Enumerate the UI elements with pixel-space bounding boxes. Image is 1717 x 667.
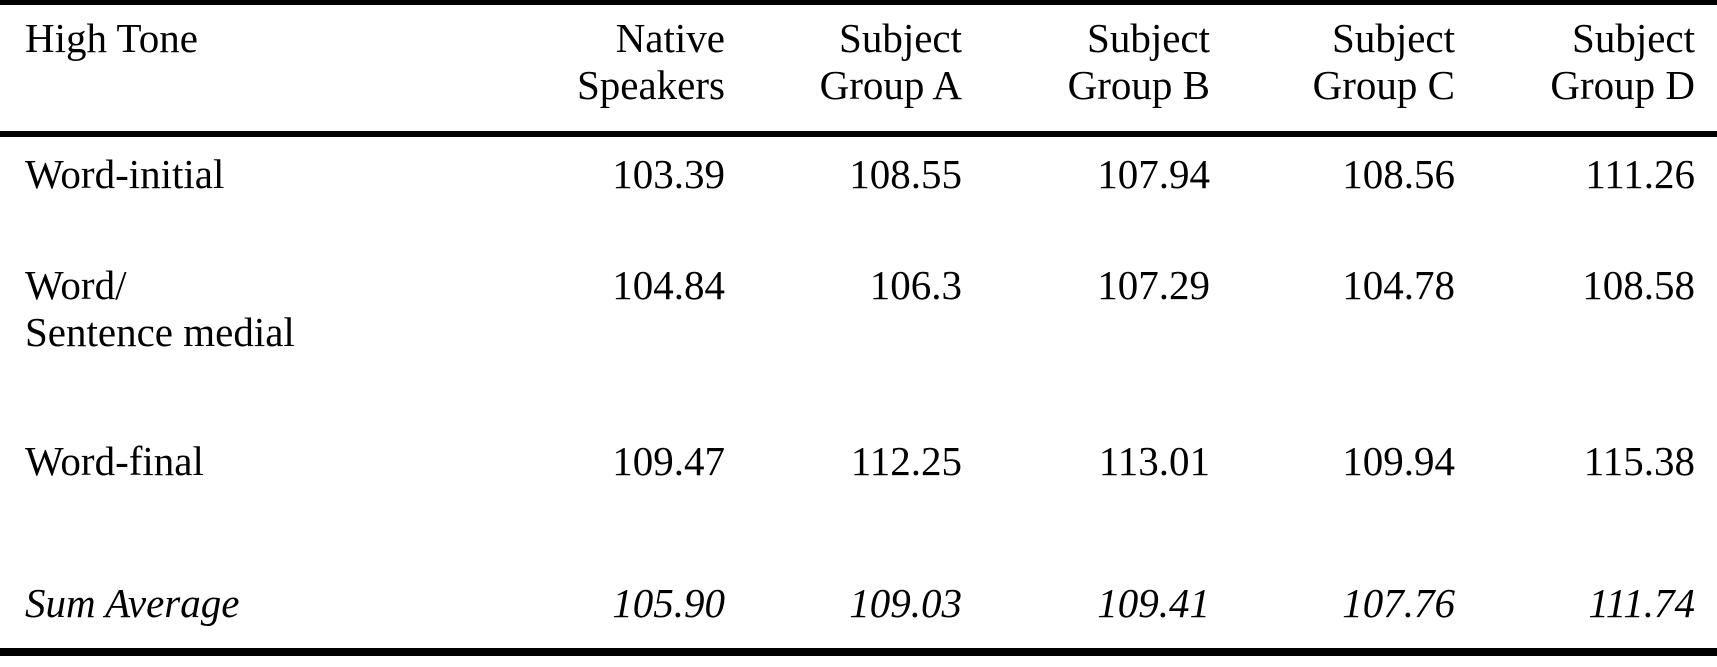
column-header-line2: Group B — [1067, 62, 1210, 108]
data-cell: 107.29 — [1097, 262, 1210, 308]
column-header-line1: Native — [615, 15, 725, 61]
row-label: Sum Average — [25, 580, 240, 626]
data-cell: 115.38 — [1583, 438, 1695, 484]
data-cell: 104.78 — [1342, 262, 1455, 308]
data-cell: 105.90 — [612, 580, 725, 626]
column-header-line1: Subject — [839, 15, 962, 61]
column-header-line2: Group A — [819, 62, 962, 108]
data-cell: 113.01 — [1098, 438, 1210, 484]
column-header-line2: Group D — [1550, 62, 1695, 108]
column-header-subject-group-a: Subject Group A — [730, 3, 975, 135]
data-cell: 109.47 — [612, 438, 725, 484]
table-row-word-initial: Word-initial 103.39 108.55 107.94 108.56… — [0, 134, 1717, 234]
data-cell: 112.25 — [850, 438, 962, 484]
data-cell: 109.03 — [849, 580, 962, 626]
table-row-sum-average: Sum Average 105.90 109.03 109.41 107.76 … — [0, 554, 1717, 652]
data-cell: 111.74 — [1588, 580, 1695, 626]
column-header-native-speakers: Native Speakers — [420, 3, 730, 135]
row-label: Word-final — [25, 438, 204, 484]
table-title: High Tone — [25, 15, 198, 61]
data-cell: 107.94 — [1097, 151, 1210, 197]
column-header-subject-group-c: Subject Group C — [1222, 3, 1467, 135]
column-header-line1: Subject — [1087, 15, 1210, 61]
column-header-subject-group-d: Subject Group D — [1467, 3, 1717, 135]
data-cell: 103.39 — [612, 151, 725, 197]
column-header-line2: Group C — [1312, 62, 1455, 108]
table-row-word-sentence-medial: Word/ Sentence medial 104.84 106.3 107.2… — [0, 234, 1717, 424]
table-title-cell: High Tone — [0, 3, 420, 135]
column-header-line1: Subject — [1572, 15, 1695, 61]
data-cell: 104.84 — [612, 262, 725, 308]
row-label-line1: Word/ — [25, 262, 127, 308]
data-cell: 107.76 — [1342, 580, 1455, 626]
row-label: Word-initial — [25, 151, 225, 197]
row-label: Word/ Sentence medial — [0, 234, 420, 424]
data-cell: 108.56 — [1342, 151, 1455, 197]
data-cell: 106.3 — [869, 262, 962, 308]
data-cell: 108.58 — [1582, 262, 1695, 308]
column-header-line1: Subject — [1332, 15, 1455, 61]
data-cell: 109.41 — [1097, 580, 1210, 626]
data-cell: 108.55 — [849, 151, 962, 197]
header-row: High Tone Native Speakers Subject Group … — [0, 3, 1717, 135]
data-cell: 111.26 — [1585, 151, 1695, 197]
row-label-line2: Sentence medial — [25, 309, 295, 355]
column-header-subject-group-b: Subject Group B — [975, 3, 1222, 135]
table-row-word-final: Word-final 109.47 112.25 113.01 109.94 1… — [0, 424, 1717, 554]
data-cell: 109.94 — [1342, 438, 1455, 484]
column-header-line2: Speakers — [576, 62, 725, 108]
